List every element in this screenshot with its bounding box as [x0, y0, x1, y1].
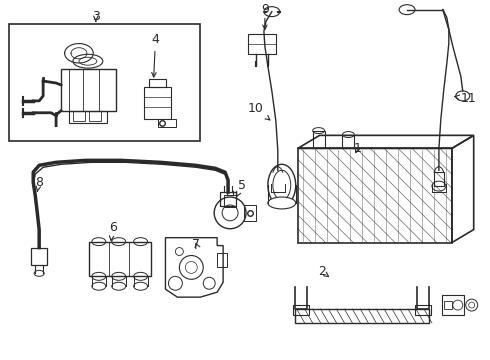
Bar: [244, 205, 256, 221]
Bar: [313, 131, 324, 148]
Bar: [144, 87, 172, 119]
Bar: [148, 79, 167, 87]
Bar: [273, 172, 283, 186]
Text: 6: 6: [109, 221, 117, 240]
Bar: [434, 172, 444, 186]
Bar: [298, 148, 452, 243]
Bar: [415, 305, 431, 315]
Bar: [69, 111, 107, 123]
Text: 4: 4: [151, 33, 159, 77]
Bar: [442, 295, 464, 315]
Text: 11: 11: [455, 93, 477, 105]
Bar: [89, 111, 101, 121]
Bar: [9, 23, 200, 140]
Bar: [293, 305, 309, 315]
Bar: [89, 242, 150, 276]
Text: 8: 8: [35, 176, 43, 192]
Bar: [220, 192, 236, 206]
Ellipse shape: [268, 197, 295, 209]
Bar: [294, 309, 429, 323]
Bar: [61, 69, 116, 111]
Text: 5: 5: [237, 179, 246, 197]
Bar: [217, 252, 227, 267]
Bar: [444, 301, 452, 309]
Text: 9: 9: [261, 3, 269, 16]
Bar: [248, 35, 276, 54]
Text: 3: 3: [92, 10, 100, 23]
Bar: [73, 111, 85, 121]
Text: 1: 1: [353, 142, 361, 155]
Bar: [343, 135, 354, 148]
Text: 2: 2: [318, 265, 329, 278]
Bar: [158, 119, 176, 127]
Ellipse shape: [268, 164, 295, 206]
Bar: [224, 195, 236, 207]
Text: 10: 10: [248, 102, 270, 120]
Bar: [31, 248, 47, 265]
Text: 7: 7: [192, 238, 200, 251]
